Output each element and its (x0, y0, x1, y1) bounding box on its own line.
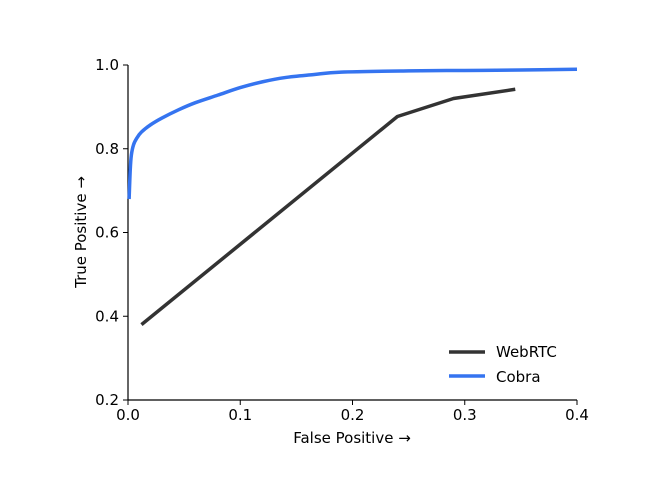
x-tick-label: 0.2 (341, 406, 365, 424)
legend-label-cobra: Cobra (496, 368, 541, 386)
series-line-webrtc (140, 87, 516, 326)
y-axis-ticks: 0.2 0.4 0.6 0.8 1.0 (95, 56, 128, 409)
x-axis-ticks: 0.0 0.1 0.2 0.3 0.4 (116, 400, 589, 424)
legend-label-webrtc: WebRTC (496, 343, 557, 361)
x-tick-label: 0.3 (453, 406, 477, 424)
series-line-cobra (127, 67, 578, 200)
y-tick-label: 0.4 (95, 307, 119, 325)
x-axis-label: False Positive → (293, 429, 411, 447)
y-tick-label: 0.8 (95, 140, 119, 158)
y-tick-label: 0.6 (95, 224, 119, 242)
y-tick-label: 1.0 (95, 56, 119, 74)
x-tick-label: 0.1 (228, 406, 252, 424)
legend: WebRTC Cobra (449, 343, 557, 386)
series-layer (127, 67, 578, 326)
y-tick-label: 0.2 (95, 391, 119, 409)
x-tick-label: 0.4 (565, 406, 589, 424)
y-axis-label: True Positive → (72, 176, 90, 289)
x-tick-label: 0.0 (116, 406, 140, 424)
